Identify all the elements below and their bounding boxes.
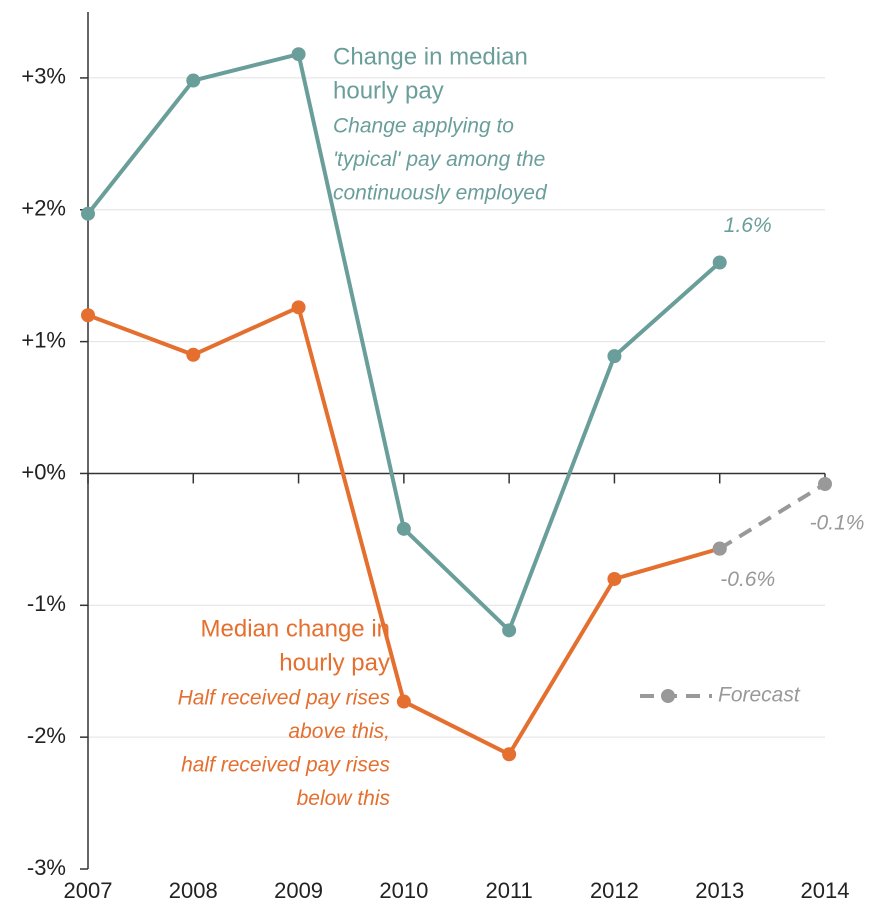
data-point (186, 347, 201, 362)
data-point (818, 477, 832, 492)
annotation-note: Half received pay rises (178, 687, 391, 710)
x-tick-label: 2012 (590, 878, 639, 903)
annotation-note: above this, (288, 720, 390, 743)
data-point (81, 308, 95, 323)
x-tick-label: 2009 (274, 878, 323, 903)
series-line (718, 482, 827, 551)
data-label: -0.1% (810, 512, 865, 535)
x-tick-label: 2008 (169, 878, 218, 903)
x-tick-label: 2013 (695, 878, 744, 903)
annotation-note: half received pay rises (181, 754, 390, 777)
series-line (86, 51, 722, 634)
data-point (502, 623, 517, 638)
x-tick-label: 2011 (485, 878, 532, 903)
y-tick-label: -1% (27, 591, 66, 616)
x-tick-label: 2007 (64, 878, 113, 903)
data-label: -0.6% (720, 568, 775, 591)
annotation-note: continuously employed (333, 182, 548, 205)
y-tick-label: -2% (27, 723, 66, 748)
x-tick-label: 2010 (379, 878, 428, 903)
y-tick-label: -3% (27, 855, 66, 880)
annotation-title: Median change in (201, 615, 390, 642)
legend-marker (661, 689, 675, 703)
annotation-title: hourly pay (279, 649, 390, 676)
data-point (291, 300, 306, 315)
legend-label: Forecast (718, 684, 801, 707)
data-point (607, 349, 622, 364)
data-point (186, 73, 201, 88)
y-tick-label: +0% (21, 459, 66, 484)
data-label: 1.6% (724, 214, 772, 237)
annotation-note: Change applying to (333, 115, 514, 138)
data-point (81, 206, 95, 221)
data-point (396, 694, 411, 709)
annotation-note: below this (297, 787, 391, 810)
data-point (712, 541, 727, 556)
data-point (607, 571, 622, 586)
data-point (291, 47, 306, 62)
y-tick-label: +2% (21, 196, 66, 221)
data-point (502, 747, 517, 762)
annotation-title: hourly pay (333, 77, 444, 104)
x-tick-label: 2014 (801, 878, 850, 903)
annotation-title: Change in median (333, 43, 528, 70)
annotation-note: 'typical' pay among the (333, 148, 545, 171)
data-point (712, 255, 727, 270)
y-tick-label: +1% (21, 327, 66, 352)
y-tick-label: +3% (21, 64, 66, 89)
data-point (396, 521, 411, 536)
